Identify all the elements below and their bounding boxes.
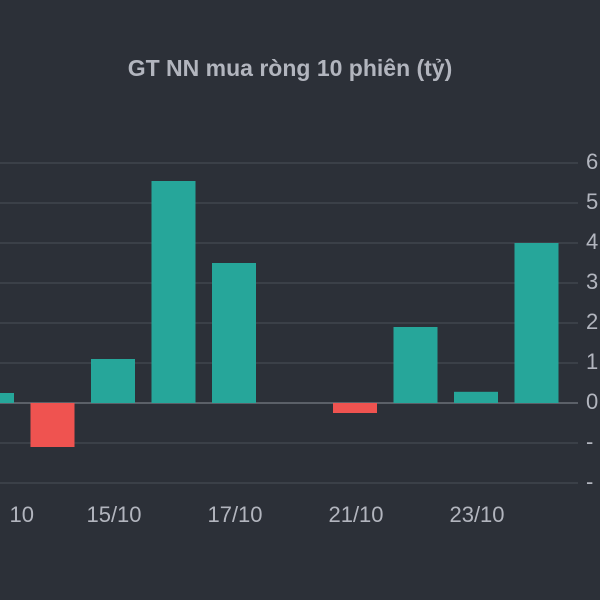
y-tick-label: 3 (586, 269, 598, 294)
bar (0, 393, 14, 403)
bar (333, 403, 377, 413)
bar (454, 391, 498, 403)
bar (30, 403, 75, 447)
y-tick-label: 1 (586, 349, 598, 374)
x-tick-label: 21/10 (328, 502, 383, 527)
chart-title: GT NN mua ròng 10 phiên (tỷ) (128, 55, 453, 81)
bar (212, 263, 256, 403)
bar (393, 327, 438, 403)
y-tick-label: 2 (586, 309, 598, 334)
bar (151, 181, 196, 403)
x-tick-label: 23/10 (449, 502, 504, 527)
x-tick-label: 10 (10, 502, 34, 527)
y-tick-label: 6 (586, 149, 598, 174)
y-tick-label: - (586, 429, 593, 454)
x-tick-label: 17/10 (207, 502, 262, 527)
y-tick-label: 0 (586, 389, 598, 414)
bar (91, 359, 135, 403)
y-tick-label: 5 (586, 189, 598, 214)
x-tick-label: 15/10 (86, 502, 141, 527)
y-tick-label: - (586, 469, 593, 494)
y-tick-label: 4 (586, 229, 598, 254)
bar (514, 243, 559, 403)
